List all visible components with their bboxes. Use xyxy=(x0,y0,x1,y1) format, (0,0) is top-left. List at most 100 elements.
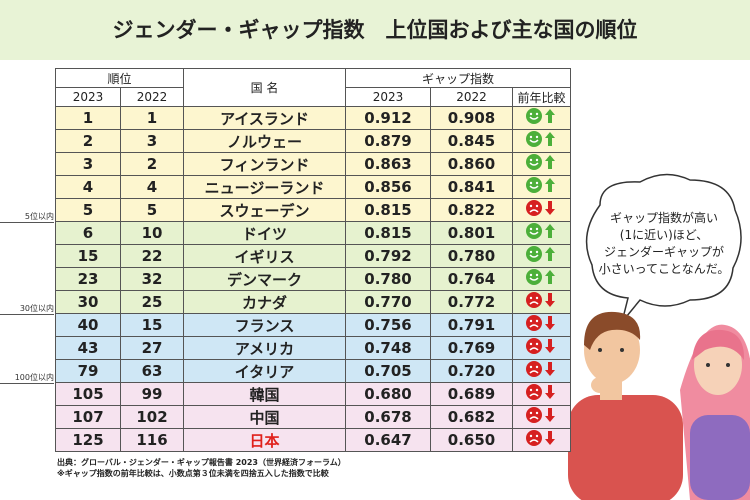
table-cell: 1 xyxy=(120,106,184,130)
table-cell: 5 xyxy=(120,198,184,222)
table-row: 6 10 ドイツ 0.815 0.801 xyxy=(55,221,571,245)
table-cell: 0.756 xyxy=(345,313,431,337)
table-cell: 0.815 xyxy=(345,221,431,245)
trend-icon xyxy=(512,106,571,130)
table-cell: イタリア xyxy=(183,359,346,383)
table-cell: 0.650 xyxy=(430,428,513,452)
table-row: 23 32 デンマーク 0.780 0.764 xyxy=(55,267,571,291)
table-cell: 0.841 xyxy=(430,175,513,199)
trend-icon xyxy=(525,338,555,354)
table-cell: 102 xyxy=(120,405,184,429)
table-cell: 0.860 xyxy=(430,152,513,176)
table-cell: 0.908 xyxy=(430,106,513,130)
woman xyxy=(680,324,750,500)
trend-icon xyxy=(512,221,571,245)
header-cell: 前年比較 xyxy=(512,87,571,107)
table-cell: ノルウェー xyxy=(183,129,346,153)
table-cell: 43 xyxy=(55,336,121,360)
table-cell: アメリカ xyxy=(183,336,346,360)
table-cell: 0.879 xyxy=(345,129,431,153)
trend-icon xyxy=(512,290,571,314)
trend-icon xyxy=(512,152,571,176)
table-cell: 107 xyxy=(55,405,121,429)
trend-icon xyxy=(512,244,571,268)
table-cell: 0.780 xyxy=(345,267,431,291)
bubble-line: (1に近い)ほど、 xyxy=(619,228,709,242)
table-row: 15 22 イギリス 0.792 0.780 xyxy=(55,244,571,268)
table-cell: 0.912 xyxy=(345,106,431,130)
table-cell: 25 xyxy=(120,290,184,314)
trend-icon xyxy=(525,430,555,446)
trend-icon xyxy=(512,359,571,383)
table-cell: 0.680 xyxy=(345,382,431,406)
trend-icon xyxy=(525,246,555,262)
trend-icon xyxy=(525,177,555,193)
trend-icon xyxy=(512,336,571,360)
trend-icon xyxy=(512,198,571,222)
header-cell: 2023 xyxy=(55,87,121,107)
header-row: 順位国 名ギャップ指数 xyxy=(55,68,571,107)
table-cell: イギリス xyxy=(183,244,346,268)
table-cell: 0.845 xyxy=(430,129,513,153)
table-cell: ニュージーランド xyxy=(183,175,346,199)
table-cell: 0.678 xyxy=(345,405,431,429)
side-label: 30位以内 xyxy=(0,303,54,315)
table-cell: 4 xyxy=(120,175,184,199)
trend-icon xyxy=(525,154,555,170)
table-cell: 0.792 xyxy=(345,244,431,268)
trend-icon xyxy=(512,382,571,406)
trend-icon xyxy=(525,384,555,400)
table-cell: 0.815 xyxy=(345,198,431,222)
table-row: 125 116 日本 0.647 0.650 xyxy=(55,428,571,452)
table-cell: フィンランド xyxy=(183,152,346,176)
bubble-line: ギャップ指数が高い xyxy=(609,211,718,225)
table-cell: 0.705 xyxy=(345,359,431,383)
trend-icon xyxy=(525,361,555,377)
trend-icon xyxy=(525,131,555,147)
trend-icon xyxy=(525,407,555,423)
table-cell: 15 xyxy=(120,313,184,337)
trend-icon xyxy=(525,292,555,308)
table-cell: 0.770 xyxy=(345,290,431,314)
header-cell: 順位 xyxy=(55,68,184,88)
table-row: 5 5 スウェーデン 0.815 0.822 xyxy=(55,198,571,222)
header-cell: 2023 xyxy=(345,87,431,107)
header-cell: 国 名 xyxy=(183,68,346,107)
table-cell: 韓国 xyxy=(183,382,346,406)
trend-icon xyxy=(512,175,571,199)
trend-icon xyxy=(525,200,555,216)
trend-icon xyxy=(512,267,571,291)
header-row: 2023 2022 2023 2022 前年比較 xyxy=(55,87,571,107)
table-cell: 27 xyxy=(120,336,184,360)
table-cell: 中国 xyxy=(183,405,346,429)
table-row: 30 25 カナダ 0.770 0.772 xyxy=(55,290,571,314)
trend-icon xyxy=(525,108,555,124)
table-row: 1 1 アイスランド 0.912 0.908 xyxy=(55,106,571,130)
table-cell: 1 xyxy=(55,106,121,130)
table-cell: カナダ xyxy=(183,290,346,314)
table-cell: 3 xyxy=(120,129,184,153)
trend-icon xyxy=(525,223,555,239)
table-cell: アイスランド xyxy=(183,106,346,130)
side-label: 5位以内 xyxy=(0,211,54,223)
table-cell: 2 xyxy=(120,152,184,176)
header-cell: 2022 xyxy=(120,87,184,107)
table-cell: 0.863 xyxy=(345,152,431,176)
table-cell: 22 xyxy=(120,244,184,268)
table-cell: 23 xyxy=(55,267,121,291)
trend-icon xyxy=(512,129,571,153)
table-cell: 0.720 xyxy=(430,359,513,383)
table-row: 40 15 フランス 0.756 0.791 xyxy=(55,313,571,337)
header-cell: ギャップ指数 xyxy=(345,68,571,88)
table-cell: 0.772 xyxy=(430,290,513,314)
table-cell: 30 xyxy=(55,290,121,314)
table-cell: デンマーク xyxy=(183,267,346,291)
trend-icon xyxy=(525,269,555,285)
table-cell: 0.682 xyxy=(430,405,513,429)
table-cell: 99 xyxy=(120,382,184,406)
table-row: 105 99 韓国 0.680 0.689 xyxy=(55,382,571,406)
table-cell: スウェーデン xyxy=(183,198,346,222)
table-cell: 6 xyxy=(55,221,121,245)
